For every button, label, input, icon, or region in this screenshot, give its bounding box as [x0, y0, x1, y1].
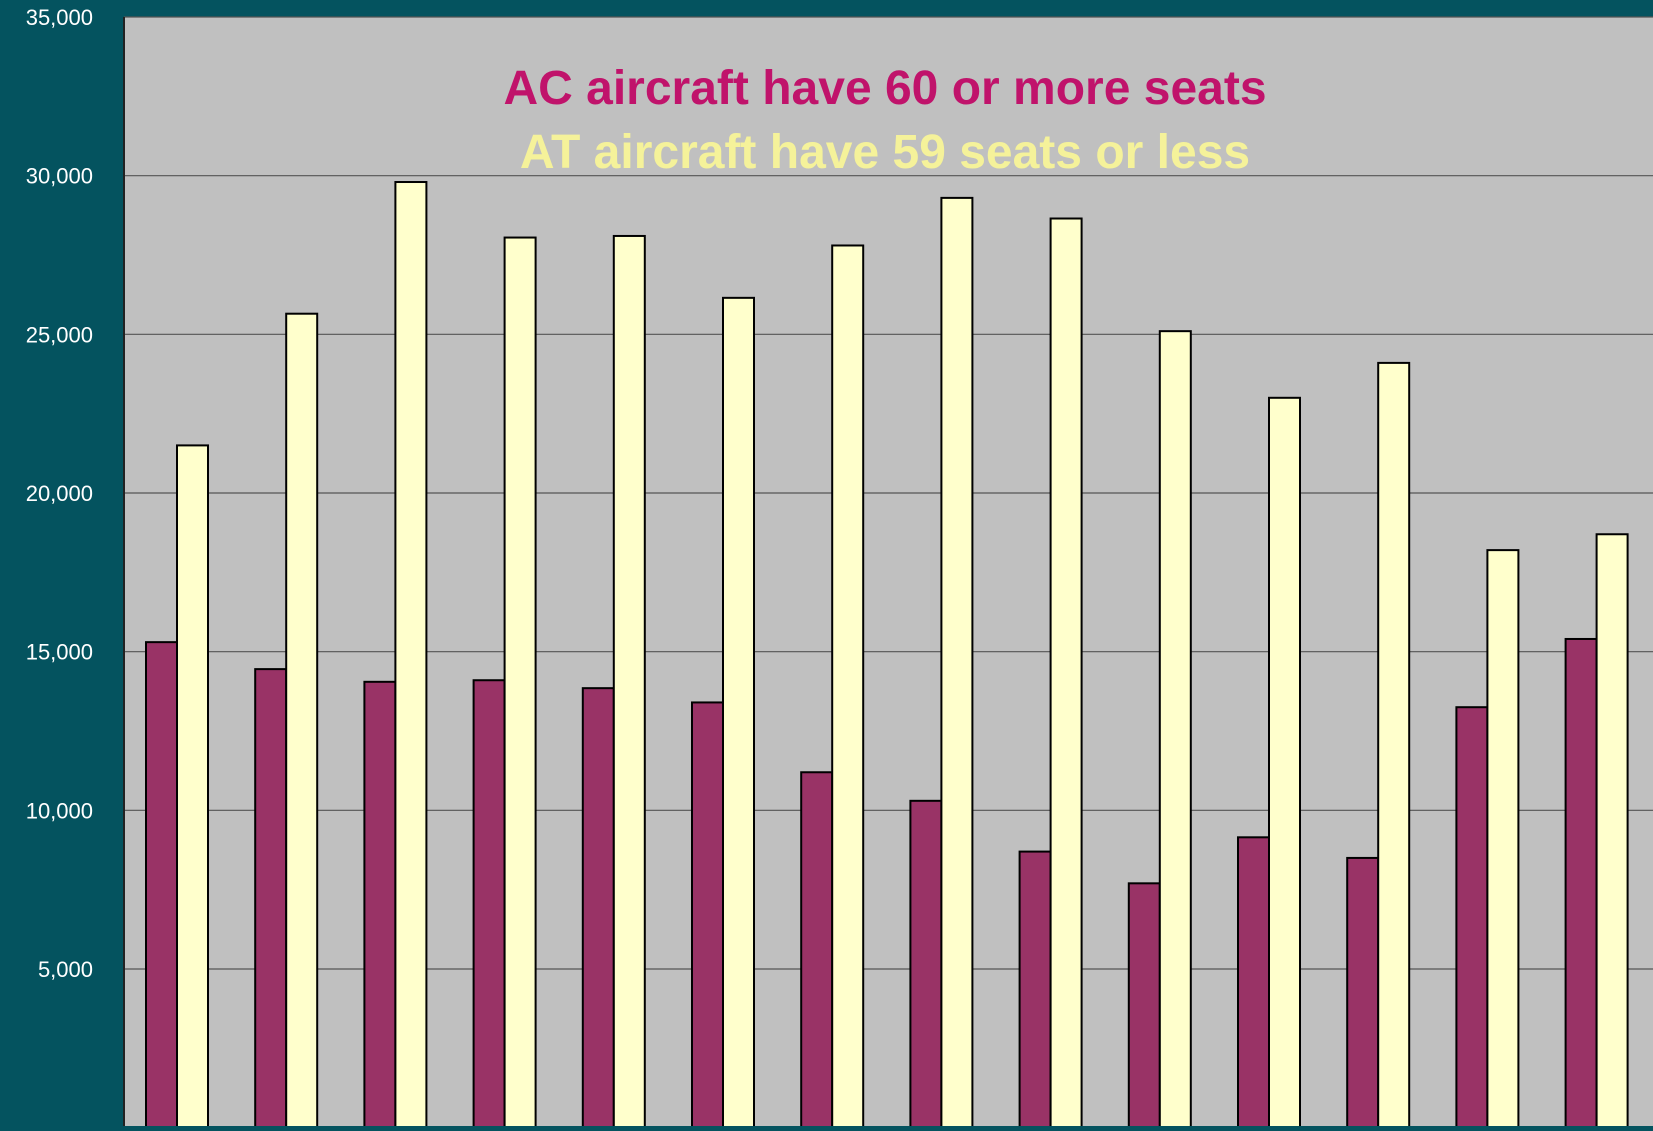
bar-ac	[581, 687, 615, 1129]
bar-ac	[1127, 882, 1161, 1129]
bar-at	[1158, 330, 1192, 1130]
plot-area	[124, 17, 1653, 1126]
y-tick-label: 10,000	[26, 798, 93, 823]
bar-ac	[1237, 836, 1270, 1129]
bar-at	[176, 444, 209, 1129]
bar-at	[722, 296, 755, 1129]
bar-at	[1595, 533, 1629, 1129]
y-tick-label: 30,000	[26, 164, 93, 189]
bar-at	[503, 236, 537, 1129]
bar-at	[1486, 549, 1520, 1129]
y-tick-label: 15,000	[26, 640, 93, 665]
bar-ac	[1564, 637, 1598, 1129]
bars	[145, 181, 1629, 1130]
bar-ac	[145, 641, 178, 1129]
bar-at	[285, 312, 319, 1129]
bar-at	[940, 196, 974, 1129]
bar-ac	[800, 771, 834, 1130]
bar-at	[394, 181, 428, 1130]
bar-ac	[691, 701, 724, 1129]
bar-at	[1268, 396, 1301, 1129]
bar-at	[1049, 217, 1083, 1130]
y-tick-label: 25,000	[26, 322, 93, 347]
y-axis-tick-labels: 5,000 10,000 15,000 20,000 25,000 30,000 35,00…	[26, 5, 93, 982]
title-line-ac: AC aircraft have 60 or more seats	[503, 62, 1266, 115]
bar-ac	[909, 799, 943, 1130]
y-tick-label: 20,000	[26, 481, 93, 506]
bar-ac	[1018, 850, 1052, 1129]
bar-ac	[363, 680, 397, 1130]
y-tick-label: 35,000	[26, 5, 93, 30]
bar-at	[612, 234, 646, 1129]
chart-title: AC aircraft have 60 or more seats AT air…	[503, 62, 1266, 179]
bar-ac	[254, 668, 288, 1129]
title-line-at: AT aircraft have 59 seats or less	[520, 126, 1250, 179]
bar-ac	[1455, 706, 1489, 1129]
bar-at	[831, 244, 865, 1130]
y-tick-label: 5,000	[38, 957, 93, 982]
bar-ac	[472, 679, 506, 1130]
bar-at	[1377, 361, 1411, 1130]
bar-ac	[1346, 856, 1380, 1130]
